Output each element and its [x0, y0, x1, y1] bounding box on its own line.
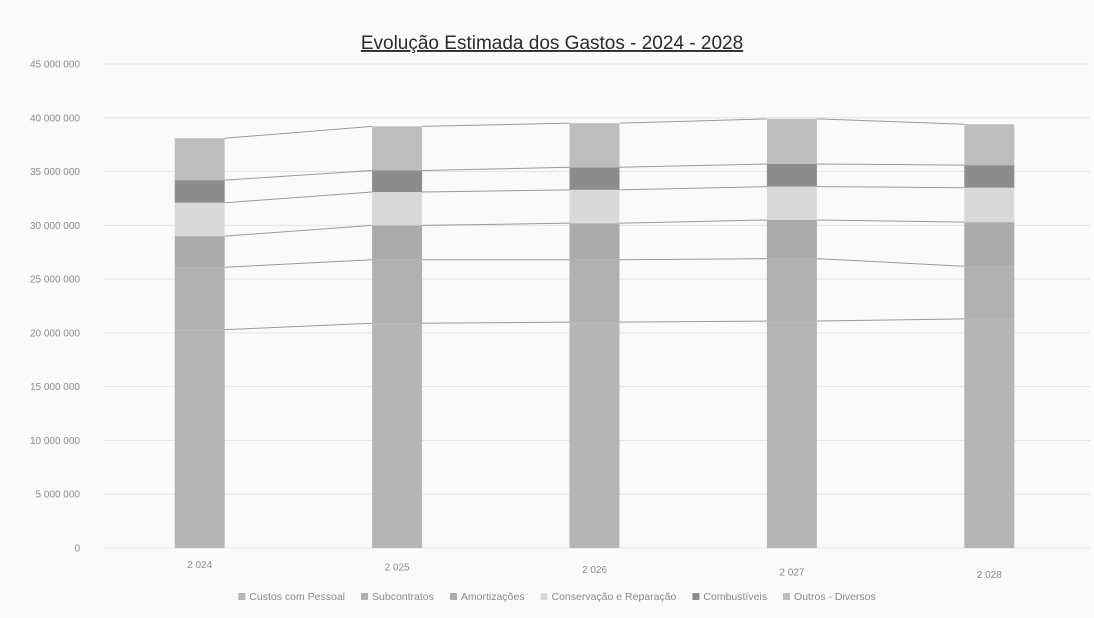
y-tick-label: 0	[74, 544, 80, 555]
bar-segment	[569, 123, 620, 168]
bar-segment	[372, 323, 423, 548]
series-line	[619, 219, 767, 224]
x-tick-label: 2 025	[385, 563, 410, 574]
bar-segment	[569, 189, 620, 224]
bar-segment	[766, 164, 817, 187]
bar-segment	[964, 187, 1015, 223]
bar-segment	[766, 321, 817, 548]
legend-swatch	[361, 593, 369, 600]
series-line	[422, 321, 570, 324]
series-line	[422, 122, 570, 127]
bar-segment	[569, 223, 620, 260]
series-line	[224, 125, 373, 139]
bar-segment	[174, 236, 225, 268]
series-line	[224, 169, 373, 181]
series-line	[619, 118, 767, 124]
x-axis: 2 024 2 025 2 026 2 027 2 028	[187, 560, 1002, 581]
x-tick-label: 2 028	[977, 570, 1002, 581]
chart-title: Evolução Estimada dos Gastos - 2024 - 20…	[361, 33, 743, 54]
legend-swatch	[540, 593, 548, 600]
bar-segment	[174, 138, 225, 181]
legend-swatch	[692, 593, 700, 600]
y-axis: 0 5 000 000 10 000 000 15 000 000 20 000 000…	[30, 60, 81, 555]
series-line	[816, 318, 965, 322]
series-line	[619, 320, 767, 323]
series-line	[422, 166, 570, 171]
bar-segment	[964, 222, 1015, 267]
series-line	[816, 186, 965, 189]
bar-segment	[569, 167, 620, 190]
bar-segment	[766, 219, 817, 259]
y-tick-label: 40 000 000	[30, 113, 80, 124]
bar-segment	[372, 259, 423, 324]
series-line	[816, 163, 965, 166]
x-tick-label: 2 027	[779, 568, 804, 579]
legend-swatch	[783, 593, 791, 600]
bar-segment	[766, 186, 817, 220]
legend-label: Subcontratos	[372, 591, 434, 603]
series-line	[422, 189, 570, 193]
series-line	[619, 258, 767, 261]
bar-segment	[174, 202, 225, 237]
legend-swatch	[238, 593, 246, 600]
legend-label: Amortizações	[461, 591, 525, 603]
x-tick-label: 2 024	[187, 560, 212, 571]
y-tick-label: 30 000 000	[30, 221, 80, 232]
series-line	[224, 322, 373, 331]
x-tick-label: 2 026	[582, 565, 607, 576]
bar-segment	[569, 259, 620, 323]
bars	[174, 118, 1015, 548]
series-lines	[224, 118, 965, 331]
series-line	[224, 224, 373, 237]
bar-segment	[569, 322, 620, 548]
y-tick-label: 45 000 000	[30, 60, 80, 71]
bar-segment	[766, 258, 817, 322]
y-tick-label: 10 000 000	[30, 436, 80, 447]
legend-swatch	[449, 593, 457, 600]
series-line	[816, 258, 965, 267]
legend-label: Combustíveis	[703, 591, 767, 603]
series-line	[619, 163, 767, 168]
bar-segment	[372, 191, 423, 226]
bar-segment	[174, 180, 225, 203]
legend-label: Outros - Diversos	[794, 591, 876, 603]
series-line	[224, 191, 373, 204]
bar-segment	[372, 170, 423, 192]
legend: Custos com Pessoal Subcontratos Amortizaçõ…	[238, 591, 876, 603]
bar-segment	[964, 124, 1015, 166]
bar-segment	[372, 126, 423, 171]
bar-segment	[964, 318, 1015, 548]
legend-label: Conservação e Reparação	[551, 591, 676, 603]
legend-label: Custos com Pessoal	[249, 591, 345, 603]
bar-segment	[766, 118, 817, 165]
series-line	[619, 186, 767, 191]
series-line	[816, 219, 965, 223]
series-line	[224, 259, 373, 268]
bar-segment	[964, 266, 1015, 319]
bar-segment	[174, 329, 225, 548]
bar-segment	[174, 267, 225, 330]
bar-segment	[372, 225, 423, 260]
series-line	[422, 222, 570, 226]
legend-items: Custos com Pessoal Subcontratos Amortizaçõ…	[238, 591, 876, 603]
y-tick-label: 35 000 000	[30, 167, 80, 178]
y-tick-label: 25 000 000	[30, 275, 80, 286]
series-line	[816, 118, 965, 125]
y-tick-label: 5 000 000	[36, 490, 81, 501]
bar-segment	[964, 165, 1015, 188]
y-tick-label: 20 000 000	[30, 328, 80, 339]
y-tick-label: 15 000 000	[30, 382, 80, 393]
